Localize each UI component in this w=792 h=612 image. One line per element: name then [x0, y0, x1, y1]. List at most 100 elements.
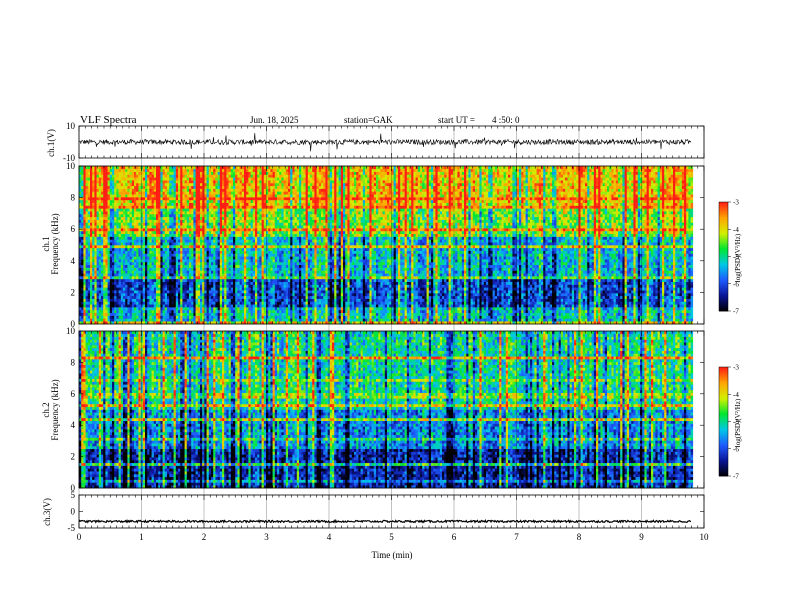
spectrogram-cell	[319, 276, 322, 279]
spectrogram-cell	[592, 304, 595, 307]
spectrogram-cell	[642, 307, 645, 310]
spectrogram-cell	[369, 304, 372, 307]
spectrogram-cell	[530, 304, 533, 307]
spectrogram-cell	[471, 276, 474, 279]
spectrogram-cell	[297, 290, 300, 293]
spectrogram-cell	[284, 310, 287, 313]
spectrogram-cell	[119, 293, 122, 296]
spectrogram-cell	[501, 318, 504, 321]
spectrogram-cell	[178, 285, 181, 288]
spectrogram-cell	[567, 313, 570, 316]
spectrogram-cell	[112, 293, 115, 296]
spectrogram-cell	[141, 301, 144, 304]
spectrogram-cell	[565, 279, 568, 282]
spectrogram-cell	[510, 276, 513, 279]
spectrogram-cell	[673, 287, 676, 290]
spectrogram-cell	[147, 276, 150, 279]
spectrogram-cell	[438, 282, 441, 285]
spectrogram-cell	[127, 307, 129, 310]
spectrogram-cell	[440, 310, 443, 313]
spectrogram-cell	[495, 287, 498, 290]
spectrogram-cell	[532, 318, 535, 321]
spectrogram-cell	[666, 296, 669, 299]
spectrogram-cell	[222, 282, 225, 285]
spectrogram-cell	[211, 276, 214, 279]
spectrogram-cell	[482, 304, 485, 307]
spectrogram-cell	[350, 290, 353, 293]
spectrogram-cell	[312, 276, 315, 279]
spectrogram-cell	[596, 296, 599, 299]
spectrogram-cell	[110, 316, 113, 319]
spectrogram-cell	[539, 310, 542, 313]
spectrogram-cell	[484, 290, 487, 293]
spectrogram-cell	[644, 318, 647, 321]
spectrogram-cell	[497, 299, 500, 302]
spectrogram-cell	[288, 287, 291, 290]
spectrogram-cell	[226, 301, 229, 304]
spectrogram-cell	[640, 279, 643, 282]
spectrogram-cell	[468, 285, 471, 288]
spectrogram-cell	[171, 304, 174, 307]
spectrogram-cell	[616, 307, 619, 310]
spectrogram-cell	[310, 310, 313, 313]
spectrogram-cell	[158, 293, 161, 296]
spectrogram-cell	[517, 276, 520, 279]
spectrogram-cell	[160, 316, 163, 319]
spectrogram-cell	[83, 310, 86, 313]
spectrogram-cell	[169, 316, 172, 319]
spectrogram-cell	[297, 279, 300, 282]
spectrogram-cell	[565, 293, 568, 296]
spectrogram-cell	[341, 307, 344, 310]
spectrogram-cell	[352, 316, 355, 319]
spectrogram-cell	[231, 285, 234, 288]
spectrogram-cell	[539, 290, 542, 293]
spectrogram-cell	[108, 296, 111, 299]
spectrogram-cell	[622, 310, 625, 313]
spectrogram-cell	[636, 304, 639, 307]
spectrogram-cell	[633, 287, 636, 290]
spectrogram-cell	[292, 318, 295, 321]
spectrogram-cell	[620, 287, 623, 290]
spectrogram-cell	[552, 316, 555, 319]
spectrogram-cell	[174, 299, 177, 302]
spectrogram-cell	[211, 307, 214, 310]
spectrogram-cell	[561, 316, 564, 319]
spectrogram-cell	[673, 301, 676, 304]
spectrogram-cell	[402, 313, 405, 316]
spectrogram-cell	[592, 293, 595, 296]
spectrogram-cell	[598, 287, 601, 290]
spectrogram-cell	[556, 285, 559, 288]
spectrogram-cell	[462, 282, 465, 285]
spectrogram-cell	[130, 318, 133, 321]
spectrogram-cell	[308, 293, 311, 296]
spectrogram-cell	[244, 279, 247, 282]
spectrogram-cell	[614, 276, 617, 279]
spectrogram-cell	[193, 293, 196, 296]
spectrogram-cell	[554, 316, 557, 319]
spectrogram-cell	[262, 313, 265, 316]
spectrogram-cell	[138, 293, 141, 296]
spectrogram-cell	[583, 296, 586, 299]
spectrogram-cell	[123, 282, 126, 285]
spectrogram-cell	[88, 290, 91, 293]
spectrogram-cell	[255, 282, 258, 285]
spectrogram-cell	[435, 310, 438, 313]
spectrogram-cell	[130, 276, 133, 279]
spectrogram-cell	[508, 307, 511, 310]
spectrogram-cell	[486, 304, 489, 307]
spectrogram-cell	[510, 287, 513, 290]
spectrogram-cell	[182, 307, 185, 310]
spectrogram-cell	[462, 296, 465, 299]
spectrogram-cell	[541, 285, 544, 288]
spectrogram-cell	[572, 307, 575, 310]
spectrogram-cell	[669, 313, 672, 316]
spectrogram-cell	[171, 293, 174, 296]
spectrogram-cell	[273, 282, 276, 285]
spectrogram-cell	[545, 299, 548, 302]
spectrogram-cell	[581, 287, 584, 290]
spectrogram-cell	[341, 313, 344, 316]
spectrogram-cell	[116, 290, 119, 293]
spectrogram-cell	[235, 316, 238, 319]
spectrogram-cell	[627, 290, 630, 293]
spectrogram-cell	[99, 299, 102, 302]
